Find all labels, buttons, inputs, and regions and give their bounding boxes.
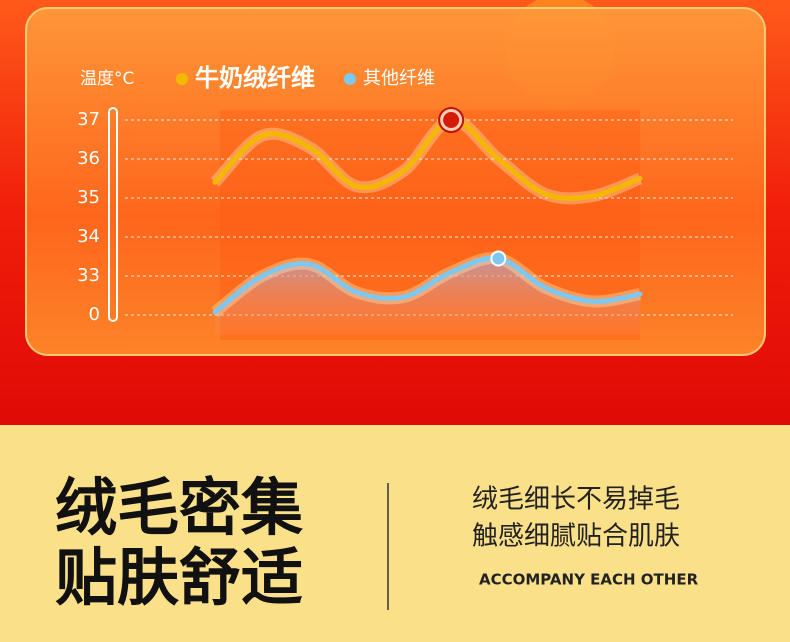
thermometer (108, 107, 118, 322)
highlight-core (443, 112, 460, 128)
legend-dot (344, 73, 356, 85)
headline: 贴肤舒适 (55, 541, 303, 614)
highlight-point (490, 250, 507, 267)
y-tick-label: 35 (77, 187, 100, 208)
legend-label: 其他纤维 (363, 68, 435, 89)
footer-band (0, 425, 790, 642)
y-tick-label: 34 (77, 226, 100, 247)
line (212, 117, 643, 201)
tagline: ACCOMPANY EACH OTHER (479, 571, 699, 589)
y-tick-label: 0 (89, 304, 100, 325)
y-tick-label: 36 (77, 148, 100, 169)
line (212, 255, 643, 315)
legend-dot (176, 73, 188, 85)
y-tick-label: 37 (77, 109, 100, 130)
area-glow (215, 258, 640, 335)
legend-label: 牛奶绒纤维 (195, 64, 315, 92)
y-tick-label: 33 (77, 265, 100, 286)
feature-line: 绒毛细长不易掉毛 (472, 485, 680, 515)
y-axis-label: 温度°C (80, 69, 134, 89)
feature-line: 触感细腻贴合肌肤 (472, 522, 680, 552)
chart-panel (25, 7, 766, 356)
headline: 绒毛密集 (55, 471, 303, 544)
